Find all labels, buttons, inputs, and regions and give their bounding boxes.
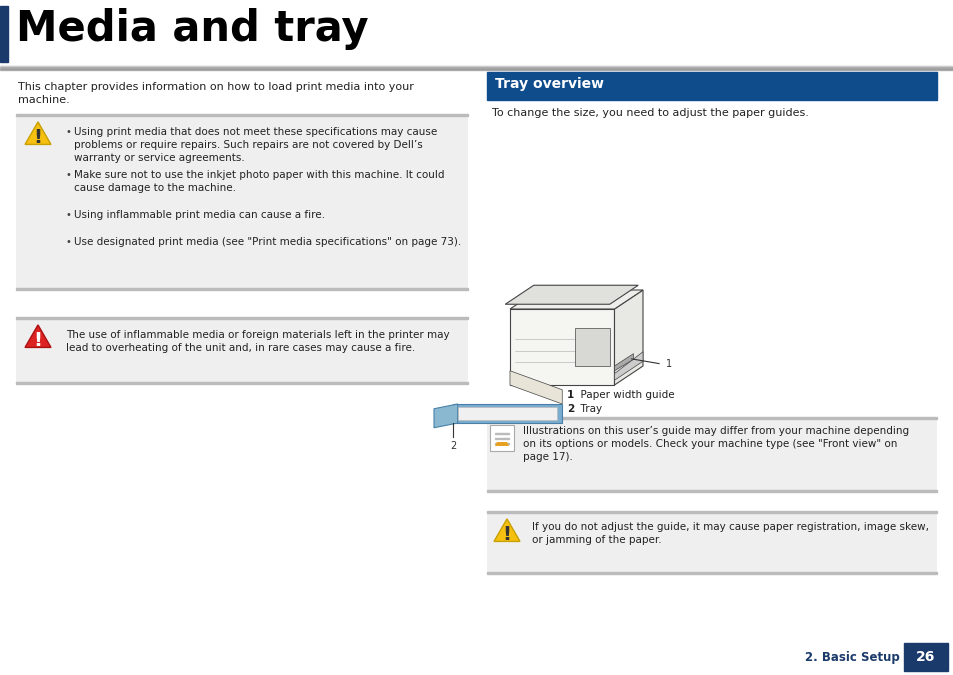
Polygon shape	[505, 286, 638, 304]
Bar	[16, 115, 468, 290]
Bar	[486, 511, 936, 513]
Text: •: •	[66, 170, 71, 180]
Text: •: •	[66, 237, 71, 247]
Text: •: •	[66, 210, 71, 220]
Polygon shape	[434, 404, 457, 428]
Text: !: !	[33, 331, 43, 350]
Polygon shape	[614, 354, 633, 371]
Text: Using print media that does not meet these specifications may cause
problems or : Using print media that does not meet the…	[74, 127, 436, 163]
Text: Using inflammable print media can cause a fire.: Using inflammable print media can cause …	[74, 210, 325, 220]
FancyBboxPatch shape	[490, 425, 514, 451]
Bar	[0, 65, 953, 66]
Bar	[495, 433, 509, 434]
Polygon shape	[510, 309, 614, 385]
Text: Illustrations on this user’s guide may differ from your machine depending
on its: Illustrations on this user’s guide may d…	[522, 426, 908, 462]
Polygon shape	[494, 519, 519, 541]
Text: !: !	[33, 128, 43, 146]
Text: Tray overview: Tray overview	[495, 77, 603, 91]
Text: Tray: Tray	[574, 404, 601, 414]
Bar	[16, 114, 468, 116]
Bar	[16, 317, 468, 319]
Polygon shape	[614, 290, 642, 385]
Polygon shape	[25, 325, 51, 348]
Text: 26: 26	[915, 650, 935, 664]
Text: machine.: machine.	[18, 95, 70, 105]
Text: Paper width guide: Paper width guide	[574, 390, 674, 400]
Bar	[903, 643, 947, 671]
Text: If you do not adjust the guide, it may cause paper registration, image skew,
or : If you do not adjust the guide, it may c…	[532, 522, 928, 545]
Bar	[0, 67, 953, 68]
Polygon shape	[574, 328, 609, 366]
Bar	[16, 382, 468, 384]
Bar	[0, 68, 953, 69]
Bar	[486, 490, 936, 492]
Polygon shape	[614, 352, 642, 380]
Polygon shape	[510, 371, 561, 404]
Bar	[0, 69, 953, 70]
Polygon shape	[510, 290, 642, 309]
Text: 2: 2	[566, 404, 574, 414]
Text: 1: 1	[665, 359, 672, 369]
Polygon shape	[453, 404, 561, 423]
Bar	[495, 437, 509, 439]
Bar	[486, 418, 936, 492]
Polygon shape	[25, 122, 51, 144]
Bar	[486, 512, 936, 574]
Text: To change the size, you need to adjust the paper guides.: To change the size, you need to adjust t…	[492, 108, 808, 118]
Polygon shape	[495, 442, 509, 446]
Text: Use designated print media (see "Print media specifications" on page 73).: Use designated print media (see "Print m…	[74, 237, 460, 247]
Bar	[16, 318, 468, 384]
Bar	[486, 572, 936, 574]
Bar	[486, 417, 936, 419]
Bar	[495, 443, 509, 444]
Bar	[16, 288, 468, 290]
Polygon shape	[457, 407, 557, 420]
Text: Media and tray: Media and tray	[16, 8, 368, 50]
Text: Make sure not to use the inkjet photo paper with this machine. It could
cause da: Make sure not to use the inkjet photo pa…	[74, 170, 444, 193]
Text: 1: 1	[566, 390, 574, 400]
Bar	[0, 65, 953, 67]
Bar	[0, 66, 953, 68]
Text: 2: 2	[450, 441, 456, 452]
Text: 2. Basic Setup: 2. Basic Setup	[804, 651, 899, 664]
Text: !: !	[502, 524, 511, 544]
Bar	[486, 72, 936, 100]
Text: •: •	[66, 127, 71, 137]
Text: The use of inflammable media or foreign materials left in the printer may
lead t: The use of inflammable media or foreign …	[66, 330, 449, 353]
Bar	[0, 6, 8, 62]
Text: This chapter provides information on how to load print media into your: This chapter provides information on how…	[18, 82, 414, 92]
